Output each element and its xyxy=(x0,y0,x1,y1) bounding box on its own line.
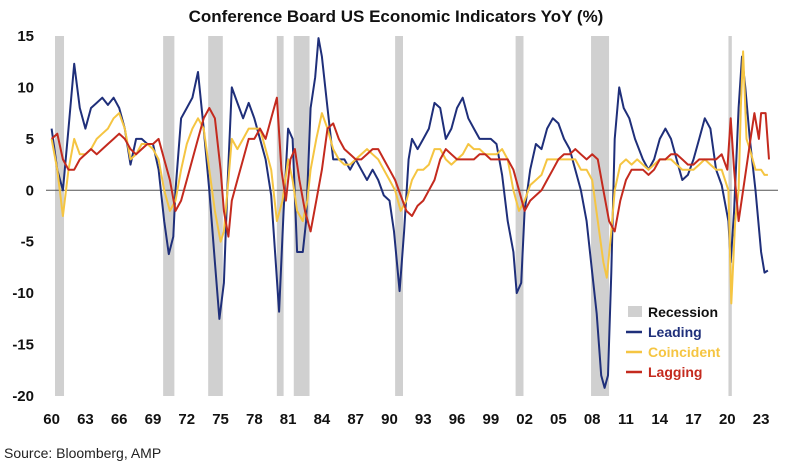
y-tick-label: 0 xyxy=(26,182,34,199)
x-tick-label: 60 xyxy=(43,411,60,428)
chart: Conference Board US Economic Indicators … xyxy=(12,7,778,428)
recession-band-7 xyxy=(591,36,610,396)
x-tick-label: 96 xyxy=(449,411,466,428)
x-tick-label: 11 xyxy=(618,411,634,428)
recession-band-5 xyxy=(395,36,403,396)
x-tick-label: 14 xyxy=(651,411,668,428)
x-tick-label: 69 xyxy=(145,411,162,428)
recession-bands xyxy=(55,36,732,396)
x-tick-label: 78 xyxy=(246,411,263,428)
y-tick-label: -20 xyxy=(12,388,34,405)
recession-band-8 xyxy=(728,36,732,396)
x-tick-label: 93 xyxy=(415,411,432,428)
x-axis-ticks: 60 63 66 69 72 75 78 81 84 87 90 93 96 99 02 05 08 11 14 17… xyxy=(43,411,769,428)
y-tick-label: 15 xyxy=(17,28,34,45)
recession-band-0 xyxy=(55,36,65,396)
x-tick-label: 02 xyxy=(516,411,533,428)
y-tick-label: -5 xyxy=(21,234,34,251)
source-note: Source: Bloomberg, AMP xyxy=(4,445,162,461)
x-tick-label: 90 xyxy=(381,411,398,428)
recession-band-1 xyxy=(163,36,175,396)
y-tick-label: -15 xyxy=(12,337,34,354)
legend-label-lagging: Lagging xyxy=(648,364,702,380)
x-tick-label: 66 xyxy=(111,411,128,428)
legend-swatch-recession xyxy=(628,306,642,317)
x-tick-label: 23 xyxy=(753,411,770,428)
x-tick-label: 75 xyxy=(212,411,229,428)
x-tick-label: 08 xyxy=(584,411,601,428)
legend-label-coincident: Coincident xyxy=(648,344,721,360)
x-tick-label: 20 xyxy=(719,411,736,428)
x-tick-label: 72 xyxy=(178,411,195,428)
y-tick-label: 5 xyxy=(26,131,34,148)
y-axis-ticks: 15 10 5 0 -5 -10 -15 -20 xyxy=(12,28,34,405)
x-tick-label: 05 xyxy=(550,411,567,428)
x-tick-label: 87 xyxy=(347,411,364,428)
legend: Recession Leading Coincident Lagging xyxy=(626,304,721,380)
x-tick-label: 81 xyxy=(280,411,297,428)
series-lines xyxy=(50,37,770,389)
chart-title: Conference Board US Economic Indicators … xyxy=(189,7,604,26)
x-tick-label: 63 xyxy=(77,411,94,428)
x-tick-label: 84 xyxy=(314,411,331,428)
recession-band-3 xyxy=(276,36,284,396)
legend-label-recession: Recession xyxy=(648,304,718,320)
series-lagging-line xyxy=(50,96,770,238)
y-tick-label: -10 xyxy=(12,285,34,302)
recession-band-6 xyxy=(515,36,524,396)
x-tick-label: 99 xyxy=(482,411,499,428)
series-leading-line xyxy=(50,37,769,389)
recession-band-4 xyxy=(293,36,310,396)
legend-label-leading: Leading xyxy=(648,324,702,340)
x-tick-label: 17 xyxy=(685,411,702,428)
y-tick-label: 10 xyxy=(17,79,34,96)
